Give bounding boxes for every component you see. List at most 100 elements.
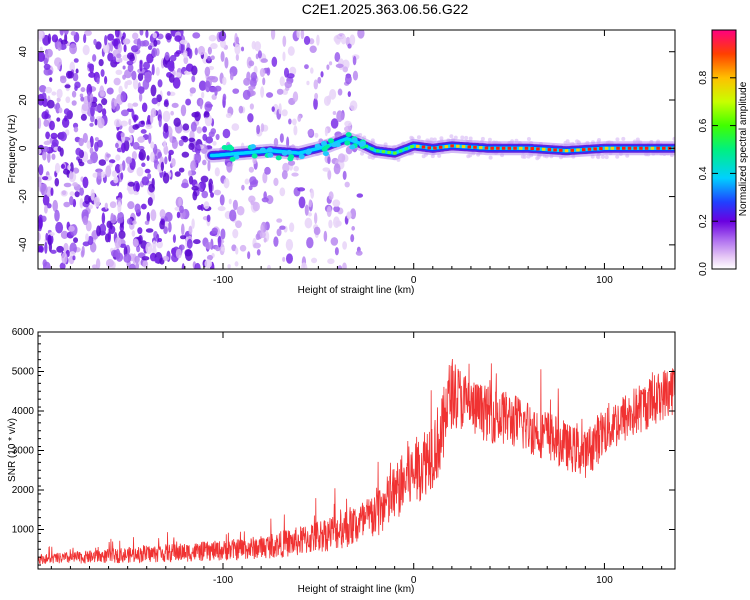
spectrogram-cell (218, 30, 227, 42)
spectrogram-cell (207, 160, 211, 172)
spectrogram-cell (38, 148, 42, 155)
spectrogram-cell (112, 56, 117, 63)
spectrogram-cell (342, 66, 349, 73)
spectrogram-cell (244, 178, 250, 185)
spectrogram-cell (342, 170, 347, 180)
signal-trace (204, 131, 675, 163)
spectrogram-cell (205, 241, 213, 250)
spectrogram-cell (115, 69, 123, 75)
spectrogram-cell (323, 95, 331, 106)
spectrogram-cell (251, 40, 256, 50)
snr-y-tick-label: 4000 (12, 406, 35, 417)
signal-peak (593, 147, 597, 151)
spectrogram-cell (55, 221, 64, 234)
spectrogram-cell (47, 234, 52, 246)
spectrogram-cell (231, 123, 240, 131)
spectrogram-cell (337, 88, 343, 96)
signal-peak (587, 147, 592, 151)
spectrogram-cell (273, 236, 279, 247)
spectrogram-cell (69, 251, 76, 257)
spectrogram-cell (142, 260, 149, 268)
colorbar-frame (711, 29, 737, 270)
spectrogram-cell (163, 226, 168, 235)
spectrogram-cell (101, 212, 106, 225)
colorbar: 0.0 0.2 0.4 0.6 0.8 Normalized spectral ampl… (698, 29, 749, 276)
spectrogram-cell (201, 190, 209, 199)
signal-blob (314, 143, 321, 149)
spectrogram-cell (240, 46, 245, 52)
spectrogram-x-tick-label: 0 (411, 275, 417, 286)
spectrogram-cell (147, 114, 151, 125)
spectrogram-cell (122, 32, 126, 39)
spectrogram-cell (113, 118, 122, 128)
spectrogram-cell (150, 151, 155, 163)
spectrogram-cell (119, 243, 127, 249)
spectrogram-cell (188, 48, 193, 59)
spectrogram-cell (621, 136, 626, 141)
spectrogram-cell (69, 242, 77, 255)
spectrogram-cell (313, 226, 321, 236)
spectrogram-cell (102, 42, 110, 54)
spectrogram-cell (96, 225, 101, 237)
spectrogram-cell (63, 108, 70, 115)
spectrogram-cell (204, 101, 213, 112)
spectrogram-cell (292, 118, 297, 126)
spectrogram-cell (140, 129, 147, 134)
spectrogram-cell (210, 76, 219, 83)
signal-peak (639, 146, 643, 150)
spectrogram-cell (219, 194, 225, 206)
spectrogram-cell (207, 46, 212, 55)
spectrogram-cell (82, 176, 89, 189)
spectrogram-cell (185, 63, 194, 72)
signal-blob (249, 144, 256, 150)
spectrogram-cell (223, 177, 230, 189)
spectrogram-cell (243, 77, 251, 86)
spectrogram-cell (95, 41, 102, 50)
spectrogram-cell (416, 135, 421, 140)
spectrogram-cell (300, 262, 308, 269)
spectrogram-cell (58, 107, 63, 114)
spectrogram-cell (127, 63, 134, 73)
spectrogram-cell (72, 182, 79, 187)
spectrogram-cell (279, 225, 286, 230)
spectrogram-cell (179, 235, 187, 240)
spectrogram-cell (118, 230, 126, 239)
spectrogram-cell (63, 182, 72, 188)
spectrogram-cell (60, 75, 67, 80)
signal-blob (281, 150, 288, 156)
spectrogram-cell (206, 254, 213, 261)
spectrogram-cell (68, 225, 75, 232)
spectrogram-cell (89, 93, 94, 103)
spectrogram-cell (80, 249, 85, 258)
spectrogram-cell (335, 220, 342, 227)
spectrogram-cell (210, 128, 217, 135)
spectrogram-cell (45, 232, 49, 241)
spectrogram-cell (46, 99, 55, 109)
spectrogram-y-label: Frequency (Hz) (7, 115, 18, 184)
spectrogram-cell (271, 106, 275, 112)
colorbar-gradient (712, 30, 736, 269)
chart-title: C2E1.2025.363.06.56.G22 (302, 1, 469, 17)
spectrogram-cell (105, 165, 112, 178)
signal-peak (604, 146, 609, 150)
spectrogram-cell (306, 80, 310, 86)
spectrogram-cell (54, 57, 62, 67)
spectrogram-cell (118, 57, 123, 63)
spectrogram-cell (220, 228, 226, 240)
spectrogram-cell (91, 264, 98, 269)
spectrogram-cell (304, 64, 309, 70)
spectrogram-cell (326, 64, 330, 71)
spectrogram-cell (162, 172, 170, 184)
spectrogram-cell (59, 131, 67, 142)
spectrogram-cell (181, 182, 189, 189)
colorbar-tick-label: 0.2 (698, 214, 709, 228)
spectrogram-cell (347, 91, 351, 97)
spectrogram-cell (175, 50, 182, 55)
spectrogram-cell (139, 59, 143, 72)
spectrogram-cell (191, 218, 195, 229)
snr-x-axis: -100 0 100 (50, 332, 663, 586)
spectrogram-x-axis: -100 0 100 (50, 30, 663, 286)
spectrogram-cell (93, 38, 97, 46)
spectrogram-cell (224, 57, 229, 69)
